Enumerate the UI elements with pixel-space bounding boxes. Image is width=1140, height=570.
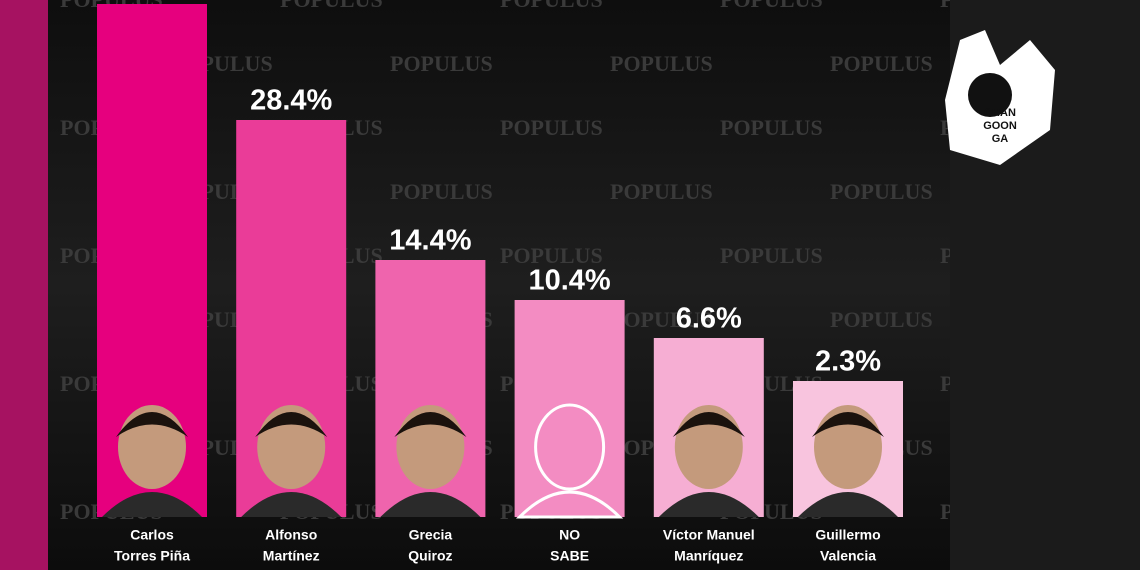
watermark: POPULUS xyxy=(940,499,1043,524)
watermark: POPULUS xyxy=(720,0,823,12)
watermark: POPULUS xyxy=(280,0,383,12)
category-label: Guillermo xyxy=(815,527,880,543)
portrait-body xyxy=(380,492,481,517)
portrait-head xyxy=(534,403,606,491)
category-label: Torres Piña xyxy=(114,548,190,564)
value-label: 28.4% xyxy=(250,85,332,117)
watermark: POPULUS xyxy=(830,51,933,76)
portrait-body xyxy=(798,492,898,517)
watermark: POPULUS xyxy=(830,307,933,332)
portrait-hair xyxy=(116,412,188,437)
category-label: Manríquez xyxy=(674,548,743,564)
category-label: Víctor Manuel xyxy=(663,527,755,543)
logo: CHAN GOON GA xyxy=(945,30,1055,165)
portrait-body xyxy=(102,492,202,517)
value-label: 14.4% xyxy=(389,225,471,257)
value-label: 2.3% xyxy=(815,346,881,378)
watermark: POPULUS xyxy=(610,307,713,332)
watermark: POPULUS xyxy=(610,179,713,204)
watermark: POPULUS xyxy=(940,115,1043,140)
portrait-body xyxy=(658,492,759,517)
portrait-hair xyxy=(255,412,328,437)
bars xyxy=(97,4,903,519)
portrait-body xyxy=(515,490,624,519)
category-label: Carlos xyxy=(130,527,174,543)
portrait-body xyxy=(241,492,342,517)
logo-head xyxy=(968,73,1012,117)
portrait-hair xyxy=(394,412,467,437)
watermark: POPULUS xyxy=(610,51,713,76)
category-label: Alfonso xyxy=(265,527,317,543)
watermark: POPULUS xyxy=(500,115,603,140)
watermark: POPULUS xyxy=(830,179,933,204)
category-label: Martínez xyxy=(263,548,320,564)
portrait-hair xyxy=(672,412,745,437)
edge-blur xyxy=(0,0,48,570)
logo-text: GA xyxy=(992,133,1009,145)
watermark: POPULUS xyxy=(940,0,1043,12)
watermark: POPULUS xyxy=(720,243,823,268)
category-label: Quiroz xyxy=(408,548,452,564)
watermark: POPULUS xyxy=(500,243,603,268)
watermark: POPULUS xyxy=(500,0,603,12)
category-label: Valencia xyxy=(820,548,876,564)
value-label: 10.4% xyxy=(528,265,610,297)
category-label: NO xyxy=(559,527,580,543)
logo-text: CHAN xyxy=(984,107,1016,119)
watermark: POPULUS xyxy=(390,179,493,204)
portrait-hair xyxy=(812,412,884,437)
watermark: POPULUS xyxy=(940,371,1043,396)
watermark: POPULUS xyxy=(720,115,823,140)
category-label: SABE xyxy=(550,548,589,564)
category-label: Grecia xyxy=(409,527,453,543)
watermark: POPULUS xyxy=(390,51,493,76)
watermark: POPULUS xyxy=(940,243,1043,268)
logo-text: GOON xyxy=(983,120,1017,132)
value-label: 6.6% xyxy=(676,303,742,335)
bar xyxy=(514,300,625,517)
